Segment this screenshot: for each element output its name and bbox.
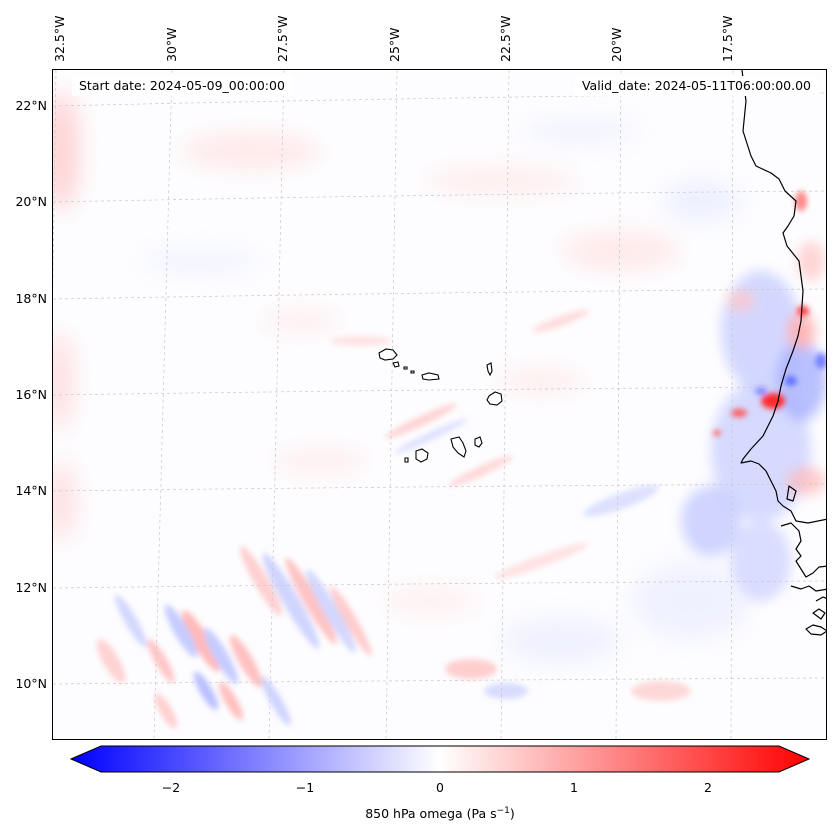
lat-label-18n: 18°N bbox=[15, 291, 47, 306]
lon-label-25w: 25°W bbox=[387, 27, 402, 62]
lat-label-12n: 12°N bbox=[15, 580, 47, 595]
colorbar-title-main: 850 hPa omega (Pa s bbox=[365, 806, 497, 822]
lon-label-17-5w: 17.5°W bbox=[720, 15, 735, 62]
field-coastal-cores bbox=[713, 191, 826, 436]
omega-map bbox=[52, 69, 827, 740]
colorbar-title-sup: −1 bbox=[496, 806, 510, 816]
colorbar-title-end: ) bbox=[509, 806, 515, 822]
map-background bbox=[53, 70, 826, 739]
colorbar-tick-2: 2 bbox=[704, 780, 712, 795]
lon-label-30w: 30°W bbox=[164, 27, 179, 62]
colorbar-tick-minus-1: −1 bbox=[295, 780, 315, 795]
lat-label-20n: 20°N bbox=[15, 194, 47, 209]
colorbar-tick-1: 1 bbox=[570, 780, 578, 795]
field-wave-train-sw bbox=[96, 546, 372, 729]
cape-verde-islands bbox=[378, 348, 503, 463]
lon-label-22-5w: 22.5°W bbox=[498, 15, 513, 62]
colorbar-tick-0: 0 bbox=[436, 780, 444, 795]
colorbar bbox=[70, 745, 810, 773]
colorbar-title: 850 hPa omega (Pa s−1) bbox=[0, 806, 837, 821]
lon-label-32-5w: 32.5°W bbox=[52, 15, 67, 62]
start-date-label: Start date: 2024-05-09_00:00:00 bbox=[72, 76, 292, 96]
lon-label-27-5w: 27.5°W bbox=[275, 15, 290, 62]
colorbar-gradient bbox=[70, 745, 810, 773]
lon-label-20w: 20°W bbox=[609, 27, 624, 62]
colorbar-tick-minus-2: −2 bbox=[161, 780, 181, 795]
map-canvas bbox=[53, 70, 826, 739]
field-streaks-central bbox=[331, 309, 691, 701]
field-broad-patches bbox=[53, 91, 751, 666]
lat-label-22n: 22°N bbox=[15, 98, 47, 113]
gridlines bbox=[53, 70, 826, 739]
field-coastal-convection bbox=[681, 241, 826, 601]
lat-label-10n: 10°N bbox=[15, 676, 47, 691]
lat-label-16n: 16°N bbox=[15, 387, 47, 402]
valid-date-label: Valid_date: 2024-05-11T06:00:00.00 bbox=[574, 76, 818, 96]
coastline bbox=[740, 70, 826, 636]
lat-label-14n: 14°N bbox=[15, 483, 47, 498]
